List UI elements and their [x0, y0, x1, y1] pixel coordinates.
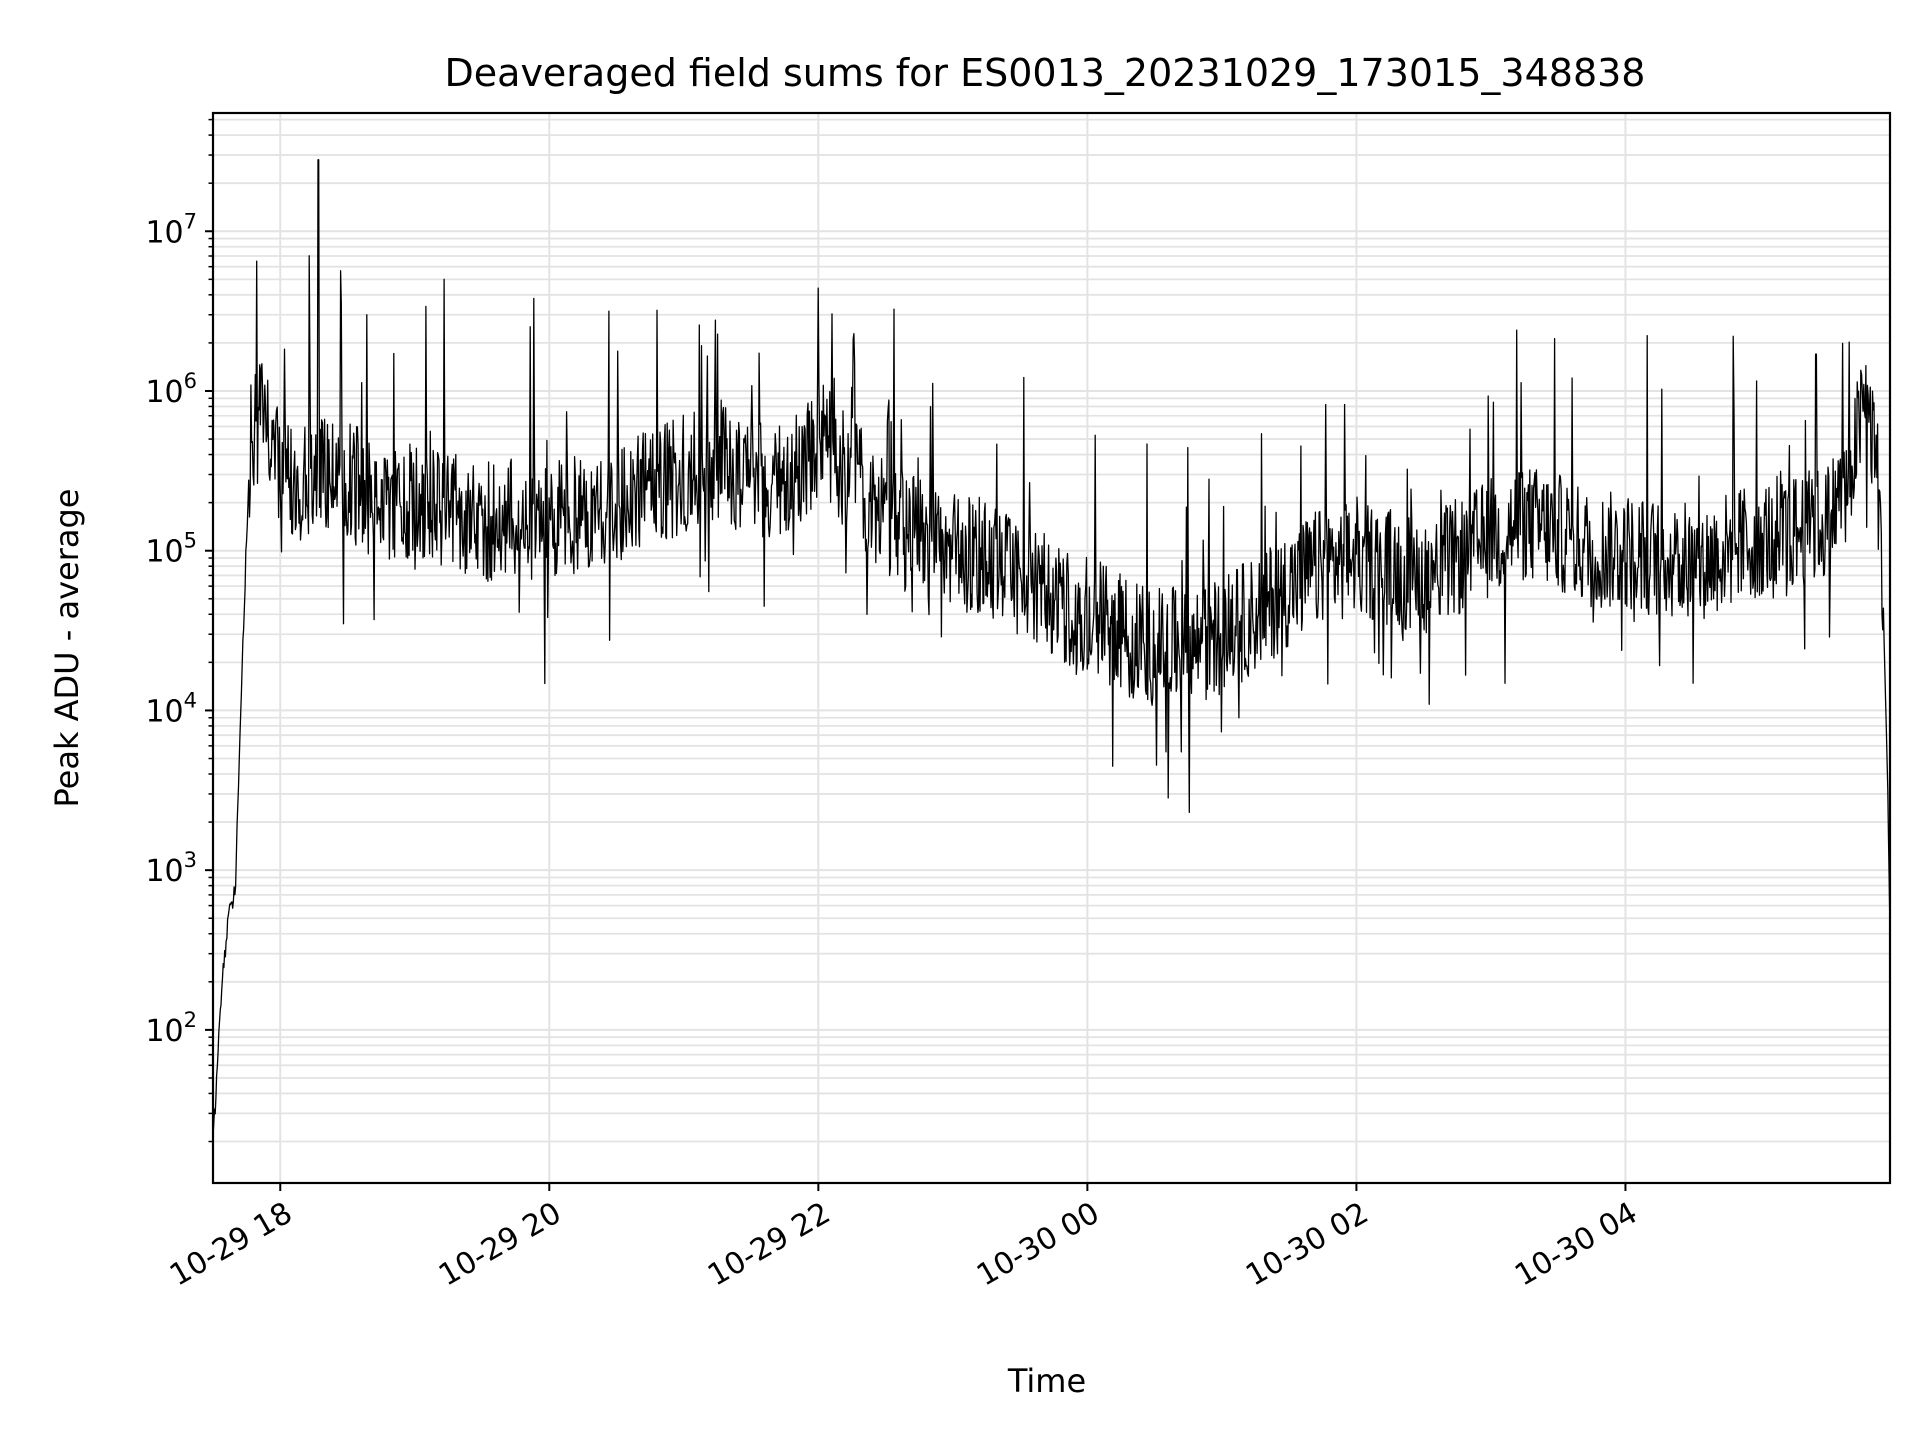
series-layer	[212, 159, 1891, 1137]
y-tick-label-exponent: 3	[184, 848, 197, 872]
y-tick-label-base: 10	[145, 215, 183, 250]
axis-ticks	[205, 118, 1627, 1191]
y-tick-label: 106	[145, 369, 197, 410]
y-axis-title: Peak ADU - average	[48, 489, 86, 808]
y-tick-label: 104	[145, 688, 197, 729]
y-tick-label-exponent: 4	[184, 688, 197, 712]
y-tick-label-base: 10	[145, 535, 183, 570]
y-tick-label: 102	[145, 1008, 197, 1049]
y-tick-label: 103	[145, 848, 197, 889]
y-tick-label-exponent: 7	[184, 209, 197, 233]
x-axis-title: Time	[1007, 1362, 1086, 1400]
y-tick-label-exponent: 2	[184, 1008, 197, 1032]
y-tick-label-base: 10	[145, 694, 183, 729]
y-tick-label-exponent: 5	[184, 529, 197, 553]
y-tick-label: 107	[145, 209, 197, 250]
y-tick-label-base: 10	[145, 854, 183, 889]
y-tick-label-base: 10	[145, 1014, 183, 1049]
series-line	[212, 159, 1891, 1137]
y-tick-label-base: 10	[145, 375, 183, 410]
plot-frame	[211, 111, 1892, 1185]
y-tick-label: 105	[145, 529, 197, 570]
chart-title: Deaveraged field sums for ES0013_2023102…	[445, 51, 1646, 95]
y-tick-label-exponent: 6	[184, 369, 197, 393]
